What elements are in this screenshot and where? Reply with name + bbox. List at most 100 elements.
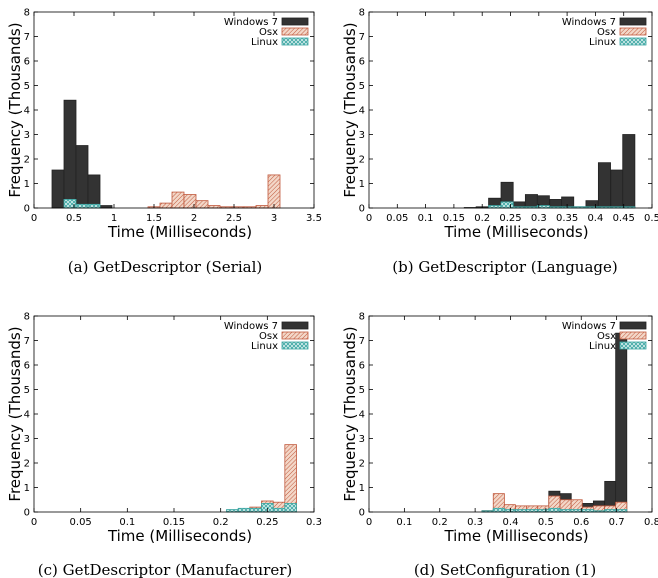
y-tick-label: 7	[359, 336, 365, 347]
subfigure-caption: (a) GetDescriptor (Serial)	[68, 258, 262, 276]
bar-linux	[492, 507, 505, 513]
y-tick-label: 7	[24, 32, 30, 43]
bar-osx	[159, 202, 173, 209]
bar-win	[610, 169, 624, 209]
legend-swatch-win	[619, 321, 647, 330]
x-axis-label: Time (Milliseconds)	[107, 527, 252, 545]
x-tick-label: 0	[366, 517, 372, 528]
legend-label: Windows 7	[562, 17, 616, 28]
y-tick-label: 0	[24, 508, 30, 519]
bar-osx	[195, 200, 209, 209]
bar-win	[561, 196, 575, 209]
legend-swatch-linux	[619, 341, 647, 350]
legend-label: Linux	[251, 37, 278, 48]
y-tick-label: 2	[359, 155, 365, 166]
y-tick-label: 1	[359, 179, 365, 190]
x-tick-label: 0.5	[66, 213, 82, 224]
bar-osx	[267, 174, 281, 209]
legend-swatch-linux	[281, 37, 309, 46]
y-tick-label: 3	[359, 130, 365, 141]
x-tick-label: 1	[111, 213, 117, 224]
bar-win	[63, 99, 77, 209]
x-tick-label: 0.5	[644, 213, 658, 224]
legend-label: Osx	[259, 331, 278, 342]
y-axis-label: Frequency (Thousands)	[6, 22, 24, 197]
bar-osx	[171, 191, 185, 209]
y-tick-label: 4	[359, 106, 365, 117]
x-axis-label: Time (Milliseconds)	[443, 527, 588, 545]
y-axis-label: Frequency (Thousands)	[6, 326, 24, 501]
subfigure-caption: (d) SetConfiguration (1)	[414, 561, 596, 578]
y-tick-label: 0	[359, 204, 365, 215]
legend-label: Linux	[251, 341, 278, 352]
y-tick-label: 3	[359, 434, 365, 445]
x-tick-label: 1.5	[146, 213, 162, 224]
chart-panel-b: 0 1 2 3 4 5 6 7 8 0 0.05 0.1 0.15 0.2 0.25 0.3 0.35 0.4 0.…	[341, 8, 658, 277]
legend-swatch-win	[281, 321, 309, 330]
bar-win	[524, 194, 538, 209]
x-tick-label: 0.45	[613, 213, 635, 224]
y-tick-label: 3	[24, 130, 30, 141]
y-tick-label: 2	[24, 459, 30, 470]
y-tick-label: 0	[359, 508, 365, 519]
y-tick-label: 5	[359, 81, 365, 92]
y-tick-label: 7	[359, 32, 365, 43]
y-tick-label: 6	[24, 361, 30, 372]
legend-label: Linux	[589, 37, 616, 48]
y-tick-label: 4	[24, 106, 30, 117]
bar-win	[615, 332, 628, 513]
x-tick-label: 0	[366, 213, 372, 224]
legend-label: Windows 7	[224, 321, 278, 332]
y-tick-label: 8	[24, 8, 30, 19]
x-axis-label: Time (Milliseconds)	[107, 223, 252, 241]
x-tick-label: 0.25	[256, 517, 278, 528]
x-tick-label: 0.4	[503, 517, 519, 528]
bar-win	[75, 145, 89, 209]
chart-panel-d: 0 1 2 3 4 5 6 7 8 0 0.1 0.2 0.3 0.4 0.5 0.6 0.7 0.8 Time (…	[341, 312, 658, 578]
x-tick-label: 0.7	[609, 517, 625, 528]
x-axis-label: Time (Milliseconds)	[443, 223, 588, 241]
y-tick-label: 5	[359, 385, 365, 396]
legend-label: Windows 7	[224, 17, 278, 28]
x-tick-label: 0.05	[70, 517, 92, 528]
x-tick-label: 0.6	[573, 517, 589, 528]
x-tick-label: 0.4	[587, 213, 603, 224]
legend-label: Osx	[597, 27, 616, 38]
y-tick-label: 5	[24, 81, 30, 92]
x-tick-label: 0.15	[443, 213, 465, 224]
bar-linux	[500, 201, 514, 209]
x-tick-label: 0.3	[306, 517, 322, 528]
bar-linux	[75, 203, 89, 209]
x-tick-label: 0.1	[418, 213, 434, 224]
x-tick-label: 0.3	[531, 213, 547, 224]
y-tick-label: 0	[24, 204, 30, 215]
legend-label: Linux	[589, 341, 616, 352]
x-tick-label: 3	[271, 213, 277, 224]
legend-swatch-osx	[619, 331, 647, 340]
bar-win	[597, 162, 611, 209]
bar-osx	[284, 444, 297, 513]
y-tick-label: 1	[24, 179, 30, 190]
y-tick-label: 4	[359, 410, 365, 421]
y-tick-label: 2	[359, 459, 365, 470]
legend-label: Osx	[259, 27, 278, 38]
chart-panel-c: 0 1 2 3 4 5 6 7 8 0 0.05 0.1 0.15 0.2 0.25 0.3 Time (Mil…	[6, 312, 322, 578]
legend-swatch-linux	[619, 37, 647, 46]
legend-swatch-osx	[619, 27, 647, 36]
bar-linux	[237, 507, 251, 513]
x-tick-label: 2.5	[226, 213, 242, 224]
legend-swatch-win	[281, 17, 309, 26]
y-tick-label: 1	[24, 483, 30, 494]
x-tick-label: 0.2	[213, 517, 229, 528]
bar-win	[51, 169, 65, 209]
x-tick-label: 0.25	[499, 213, 521, 224]
y-tick-label: 7	[24, 336, 30, 347]
y-tick-label: 8	[359, 312, 365, 323]
x-tick-label: 0.15	[163, 517, 185, 528]
x-tick-label: 2	[191, 213, 197, 224]
y-tick-label: 1	[359, 483, 365, 494]
